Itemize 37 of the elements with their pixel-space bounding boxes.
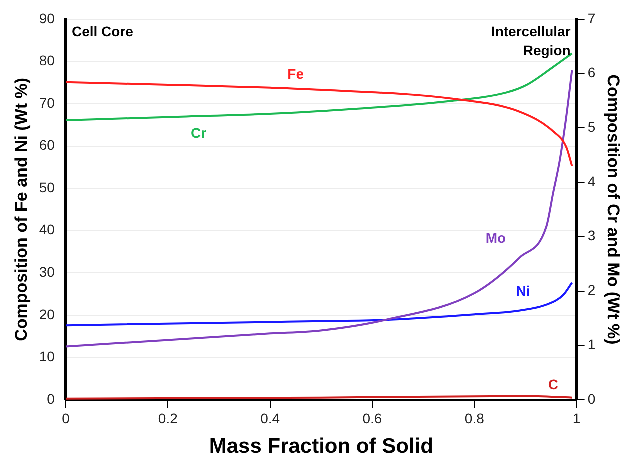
y2-tick-label: 1 — [588, 336, 596, 352]
y-tick-label: 0 — [47, 390, 56, 407]
x-tick-label: 0.8 — [464, 410, 485, 426]
y2-axis-title: Composition of Cr and Mo (Wt %) — [604, 74, 624, 345]
y-tick-label: 90 — [39, 10, 56, 26]
annotation: Intercellular Region — [491, 23, 572, 58]
y-tick-label: 20 — [39, 306, 56, 322]
annotation: Cell Core — [72, 23, 134, 40]
series-label: C — [548, 376, 559, 392]
y-tick-label: 50 — [39, 179, 56, 196]
y-tick-label: 40 — [39, 222, 56, 238]
y-tick-label: 10 — [39, 348, 56, 365]
x-tick-label: 0.2 — [158, 410, 178, 426]
y-axis-title: Composition of Fe and Ni (Wt %) — [12, 78, 31, 342]
y-tick-label: 70 — [39, 94, 56, 111]
line-series — [66, 282, 574, 327]
y2-tick-label: 2 — [588, 282, 596, 298]
x-tick-label: 0 — [62, 410, 70, 426]
x-tick-label: 0.6 — [362, 410, 382, 426]
y2-tick-label: 5 — [588, 119, 596, 135]
line-series — [66, 81, 574, 168]
series-label: Cr — [191, 125, 208, 142]
y2-tick-label: 4 — [588, 173, 596, 190]
y-tick-label: 60 — [39, 137, 56, 154]
y2-tick-label: 3 — [588, 228, 596, 244]
x-axis-title: Mass Fraction of Solid — [209, 435, 434, 458]
x-tick-label: 1 — [572, 410, 581, 426]
y2-tick-label: 6 — [588, 64, 596, 81]
x-tick-label: 0.4 — [260, 410, 280, 426]
y-tick-label: 30 — [39, 264, 56, 280]
y-tick-label: 80 — [39, 52, 56, 69]
series-label: Fe — [288, 66, 304, 82]
y2-tick-label: 7 — [588, 10, 596, 26]
series-label: Mo — [486, 230, 506, 246]
series-label: Ni — [516, 283, 530, 300]
y2-tick-label: 0 — [588, 390, 596, 407]
line-series — [66, 70, 574, 348]
